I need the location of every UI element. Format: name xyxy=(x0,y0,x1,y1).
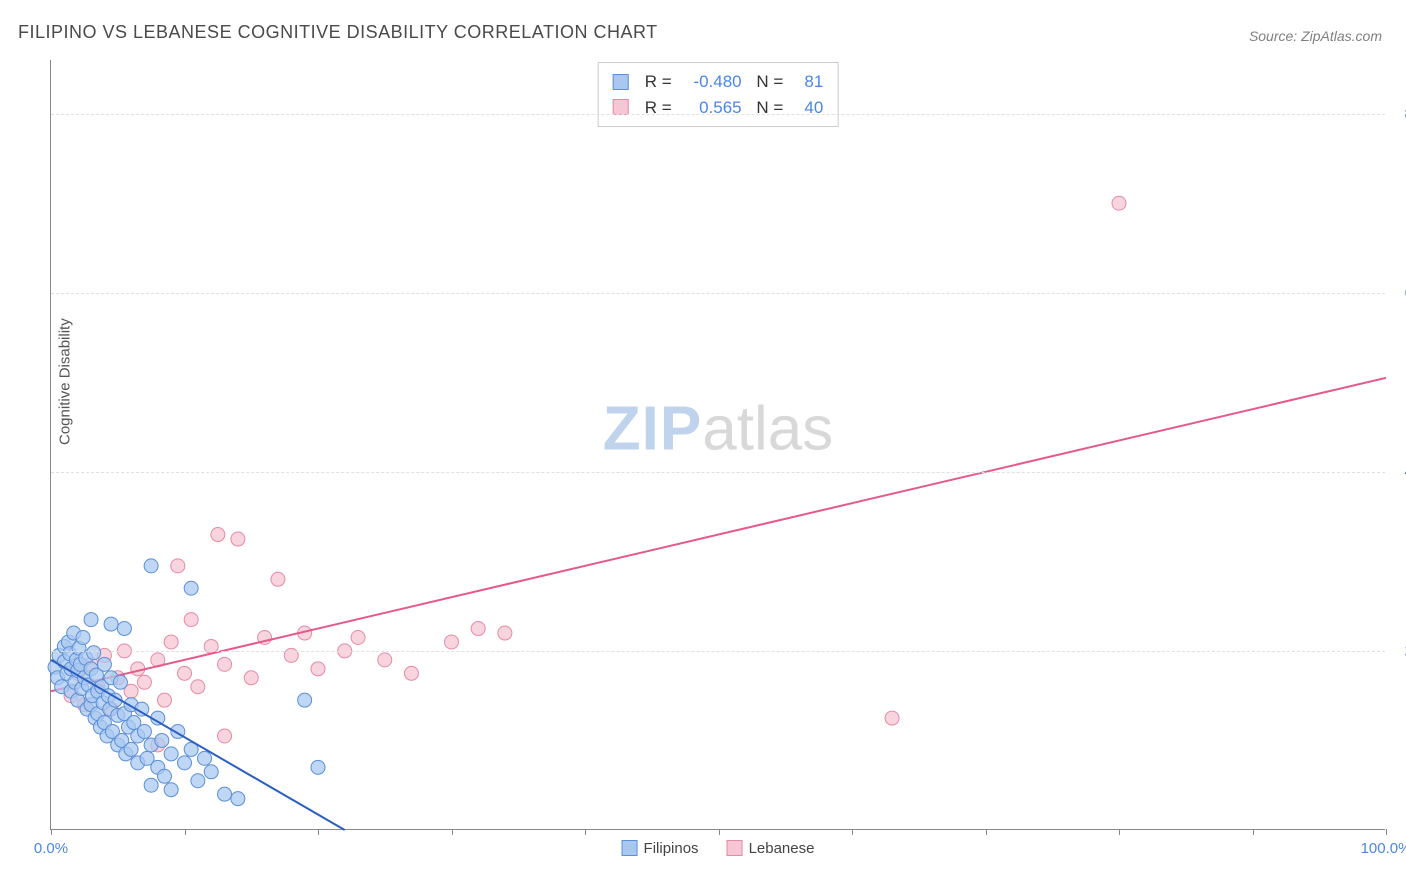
point-filipinos xyxy=(198,751,212,765)
source-attribution: Source: ZipAtlas.com xyxy=(1249,28,1382,44)
ytick-label: 80.0% xyxy=(1392,105,1406,122)
legend-item-lebanese: Lebanese xyxy=(727,840,815,857)
xtick xyxy=(318,829,319,835)
chart-title: FILIPINO VS LEBANESE COGNITIVE DISABILIT… xyxy=(18,22,658,43)
swatch-filipinos xyxy=(613,74,629,90)
point-filipinos xyxy=(113,675,127,689)
point-lebanese xyxy=(184,613,198,627)
stats-row-filipinos: R = -0.480 N = 81 xyxy=(613,69,824,95)
point-lebanese xyxy=(1112,196,1126,210)
point-filipinos xyxy=(178,756,192,770)
bottom-legend: Filipinos Lebanese xyxy=(622,840,815,857)
stats-row-lebanese: R = 0.565 N = 40 xyxy=(613,95,824,121)
point-lebanese xyxy=(311,662,325,676)
xtick xyxy=(1119,829,1120,835)
point-filipinos xyxy=(157,769,171,783)
xtick xyxy=(185,829,186,835)
xtick xyxy=(719,829,720,835)
point-filipinos xyxy=(191,774,205,788)
n-value-filipinos: 81 xyxy=(793,69,823,95)
point-lebanese xyxy=(271,572,285,586)
r-value-lebanese: 0.565 xyxy=(682,95,742,121)
point-lebanese xyxy=(498,626,512,640)
point-filipinos xyxy=(97,657,111,671)
point-filipinos xyxy=(144,778,158,792)
plot-area: Cognitive Disability ZIPatlas R = -0.480… xyxy=(50,60,1385,830)
xtick-label: 0.0% xyxy=(34,840,68,857)
point-lebanese xyxy=(218,657,232,671)
point-filipinos xyxy=(84,613,98,627)
gridline-h xyxy=(51,651,1385,652)
xtick xyxy=(986,829,987,835)
ytick-label: 20.0% xyxy=(1392,642,1406,659)
point-lebanese xyxy=(164,635,178,649)
point-filipinos xyxy=(204,765,218,779)
point-filipinos xyxy=(184,581,198,595)
legend-item-filipinos: Filipinos xyxy=(622,840,699,857)
point-lebanese xyxy=(885,711,899,725)
point-filipinos xyxy=(87,646,101,660)
point-lebanese xyxy=(351,631,365,645)
swatch-lebanese-bottom xyxy=(727,840,743,856)
point-filipinos xyxy=(155,733,169,747)
point-lebanese xyxy=(137,675,151,689)
xtick xyxy=(51,829,52,835)
stats-legend: R = -0.480 N = 81 R = 0.565 N = 40 xyxy=(598,62,839,127)
xtick xyxy=(1253,829,1254,835)
point-filipinos xyxy=(231,792,245,806)
gridline-h xyxy=(51,114,1385,115)
point-lebanese xyxy=(378,653,392,667)
xtick xyxy=(585,829,586,835)
legend-label-filipinos: Filipinos xyxy=(644,840,699,857)
point-filipinos xyxy=(137,725,151,739)
point-filipinos xyxy=(218,787,232,801)
n-value-lebanese: 40 xyxy=(793,95,823,121)
point-lebanese xyxy=(231,532,245,546)
swatch-filipinos-bottom xyxy=(622,840,638,856)
point-filipinos xyxy=(164,747,178,761)
point-filipinos xyxy=(117,622,131,636)
xtick-label: 100.0% xyxy=(1361,840,1406,857)
r-value-filipinos: -0.480 xyxy=(682,69,742,95)
point-lebanese xyxy=(244,671,258,685)
point-filipinos xyxy=(311,760,325,774)
point-lebanese xyxy=(191,680,205,694)
point-filipinos xyxy=(298,693,312,707)
point-filipinos xyxy=(104,617,118,631)
scatter-svg xyxy=(51,60,1385,829)
gridline-h xyxy=(51,293,1385,294)
point-lebanese xyxy=(171,559,185,573)
point-lebanese xyxy=(445,635,459,649)
point-filipinos xyxy=(144,559,158,573)
xtick xyxy=(452,829,453,835)
point-lebanese xyxy=(404,666,418,680)
point-lebanese xyxy=(218,729,232,743)
n-label: N = xyxy=(752,95,784,121)
point-filipinos xyxy=(164,783,178,797)
point-lebanese xyxy=(157,693,171,707)
ytick-label: 40.0% xyxy=(1392,463,1406,480)
r-label: R = xyxy=(645,95,672,121)
r-label: R = xyxy=(645,69,672,95)
point-lebanese xyxy=(211,528,225,542)
ytick-label: 60.0% xyxy=(1392,284,1406,301)
xtick xyxy=(852,829,853,835)
gridline-h xyxy=(51,472,1385,473)
point-filipinos xyxy=(124,742,138,756)
n-label: N = xyxy=(752,69,784,95)
point-lebanese xyxy=(471,622,485,636)
point-filipinos xyxy=(76,631,90,645)
xtick xyxy=(1386,829,1387,835)
point-lebanese xyxy=(178,666,192,680)
trendline-lebanese xyxy=(51,378,1386,691)
legend-label-lebanese: Lebanese xyxy=(749,840,815,857)
